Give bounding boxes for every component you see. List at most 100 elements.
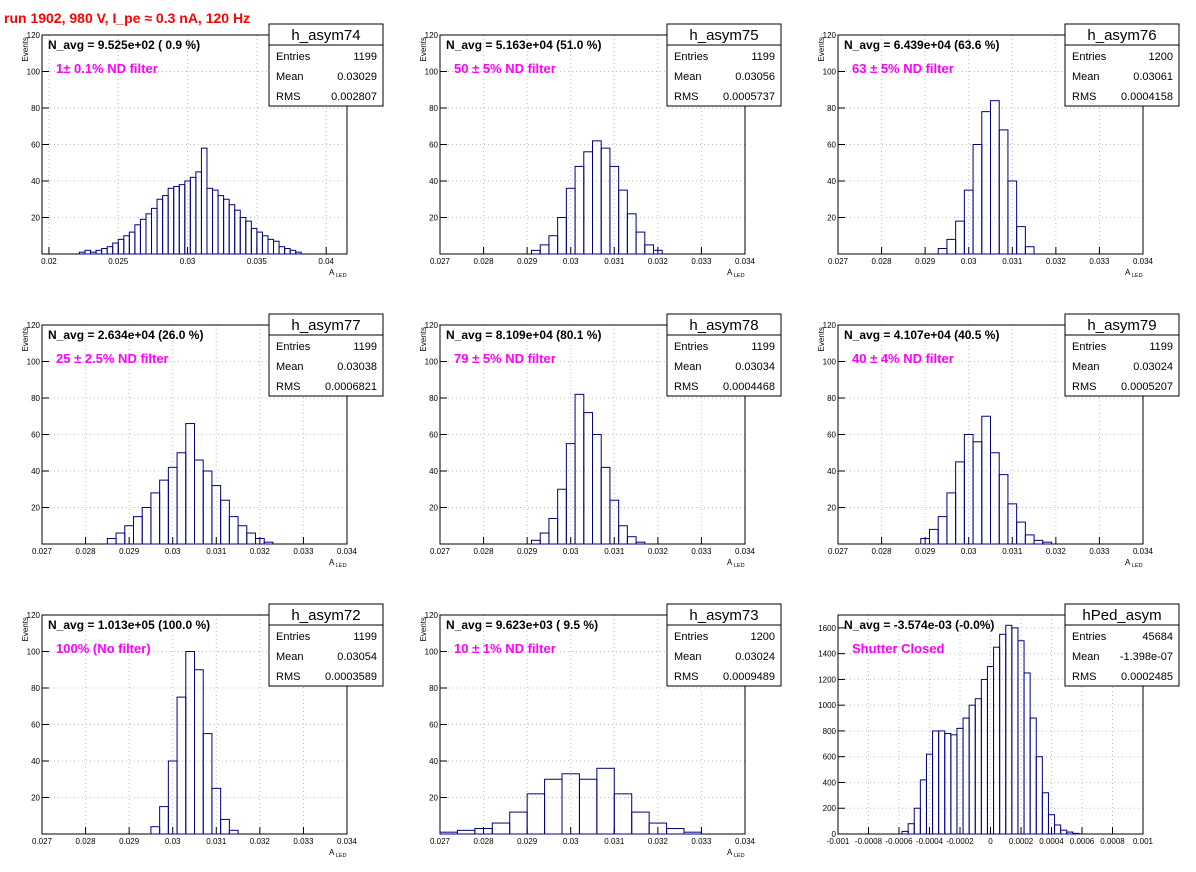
histogram-bin	[256, 231, 263, 255]
histogram-bin	[583, 151, 593, 255]
histogram-bin	[178, 184, 186, 255]
y-tick-label: 400	[823, 778, 837, 787]
x-tick-label: 0.027	[430, 257, 451, 266]
x-tick-label: 0.032	[1046, 257, 1067, 266]
x-tick-label: 0.029	[915, 547, 936, 556]
x-tick-label: 0.03	[165, 837, 181, 846]
y-tick-label: 80	[827, 104, 836, 113]
y-tick-label: 40	[827, 467, 836, 476]
histogram-bin	[156, 198, 164, 255]
histogram-bin	[150, 492, 161, 545]
stats-label: RMS	[674, 381, 698, 393]
histogram-bin	[212, 189, 219, 255]
histogram-bin	[993, 646, 1001, 835]
filter-label: 50 ± 5% ND filter	[454, 61, 556, 76]
filter-label: Shutter Closed	[852, 641, 945, 656]
y-tick-label: 200	[823, 804, 837, 813]
histogram-bin	[950, 734, 958, 835]
histogram-bin	[106, 246, 114, 255]
histogram-bin	[237, 525, 248, 545]
filter-label: 25 ± 2.5% ND filter	[56, 351, 169, 366]
stats-label: Entries	[674, 51, 709, 63]
stats-label: Mean	[276, 71, 304, 83]
stats-value: 1199	[353, 51, 377, 63]
histogram-bin	[217, 195, 225, 255]
x-tick-label: 0.034	[1133, 547, 1154, 556]
stats-value: 0.03061	[1133, 71, 1173, 83]
x-tick-label: 0.029	[517, 837, 538, 846]
stats-label: RMS	[276, 671, 300, 683]
stats-box-title: h_asym78	[689, 317, 758, 334]
histogram-bin	[1047, 814, 1056, 835]
x-tick-label: 0.03	[563, 547, 579, 556]
histogram-bin	[548, 517, 559, 545]
histogram-bin	[956, 727, 964, 835]
stats-box	[1064, 23, 1180, 107]
histogram-bin	[968, 704, 976, 835]
histogram-bin	[278, 246, 286, 255]
histogram-bin	[592, 140, 602, 255]
stats-value: 0.03024	[735, 651, 775, 663]
histogram-bin	[150, 826, 161, 835]
x-tick-label: 0.034	[735, 547, 756, 556]
x-tick-label: 0.033	[691, 837, 712, 846]
x-tick-label: 0.03	[961, 547, 977, 556]
histogram-bin	[167, 187, 175, 255]
x-tick-label: 0.029	[517, 547, 538, 556]
stats-label: Mean	[276, 361, 304, 373]
histogram-bin	[195, 171, 202, 255]
stats-box	[1064, 603, 1180, 687]
histogram-bin	[990, 100, 1000, 255]
x-axis-subscript: LED	[334, 273, 346, 279]
histogram-bin	[1024, 246, 1035, 255]
stats-value: 0.0004158	[1121, 91, 1173, 103]
histogram-bin	[139, 218, 147, 255]
histogram-bin	[234, 209, 241, 255]
filter-label: 100% (No filter)	[56, 641, 151, 656]
stats-value: 0.03034	[735, 361, 775, 373]
histogram-bin	[913, 807, 921, 835]
y-tick-label: 120	[27, 31, 41, 40]
y-tick-label: 100	[425, 358, 439, 367]
histogram-bin	[609, 499, 620, 545]
x-tick-label: 0.031	[604, 257, 625, 266]
x-tick-label: 0.027	[828, 257, 849, 266]
x-tick-label: 0.028	[872, 547, 893, 556]
histogram-bin	[531, 539, 541, 545]
y-tick-label: 60	[31, 721, 40, 730]
histogram-bin	[544, 778, 563, 835]
y-tick-label: 40	[31, 757, 40, 766]
y-tick-label: 40	[31, 177, 40, 186]
y-tick-label: 40	[827, 177, 836, 186]
histogram-bin	[635, 541, 646, 545]
histogram-bin	[1016, 521, 1026, 545]
stats-box	[268, 313, 384, 397]
x-tick-label: 0.027	[32, 547, 53, 556]
x-tick-label: 0.03	[165, 547, 181, 556]
stats-box	[268, 603, 384, 687]
y-tick-label: 60	[827, 431, 836, 440]
filter-label: 79 ± 5% ND filter	[454, 351, 556, 366]
histogram-bin	[972, 144, 983, 255]
y-axis-title: Events	[419, 327, 428, 351]
y-axis-title: Events	[817, 327, 826, 351]
y-tick-label: 120	[823, 321, 837, 330]
histogram-bin	[919, 779, 927, 835]
y-axis-title: Events	[817, 37, 826, 61]
histogram-bin	[228, 204, 236, 255]
histogram-bin	[128, 231, 136, 255]
y-tick-label: 60	[827, 141, 836, 150]
x-axis-subscript: LED	[732, 563, 744, 569]
y-tick-label: 600	[823, 753, 837, 762]
histogram-bin	[925, 753, 934, 835]
x-tick-label: 0.033	[691, 547, 712, 556]
histogram-bin	[974, 698, 982, 835]
x-tick-label: 0.027	[430, 837, 451, 846]
panel-header: N_avg = 9.525e+02 ( 0.9 %)	[48, 38, 200, 52]
histogram-bin	[173, 185, 180, 255]
y-tick-label: 20	[827, 214, 836, 223]
histogram-bin	[644, 244, 654, 255]
stats-value: 0.03056	[735, 71, 775, 83]
histogram-bin	[1054, 824, 1062, 835]
y-tick-label: 120	[425, 321, 439, 330]
